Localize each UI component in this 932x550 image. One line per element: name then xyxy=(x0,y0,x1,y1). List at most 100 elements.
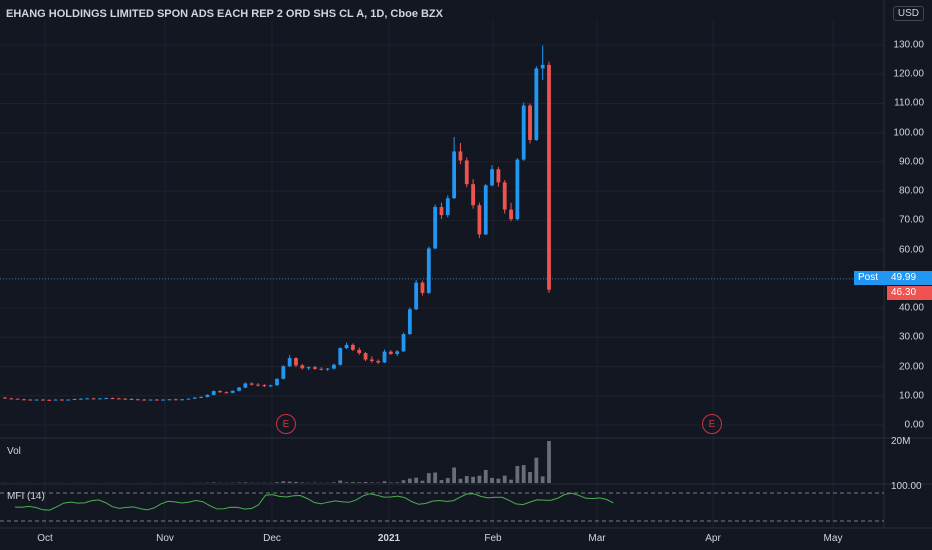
volume-bar xyxy=(547,441,551,483)
volume-bar xyxy=(395,482,400,483)
volume-bar xyxy=(363,481,368,483)
volume-bar xyxy=(490,477,494,483)
volume-bar xyxy=(445,478,450,483)
time-axis-label: Feb xyxy=(484,533,502,544)
volume-bar xyxy=(338,480,343,483)
candle xyxy=(262,385,267,387)
candle xyxy=(351,344,355,350)
currency-button[interactable]: USD xyxy=(892,6,924,21)
candle xyxy=(294,358,298,366)
volume-bar xyxy=(426,473,431,483)
symbol-title[interactable]: EHANG HOLDINGS LIMITED SPON ADS EACH REP… xyxy=(6,8,443,20)
time-axis-label: Apr xyxy=(705,533,721,544)
candle xyxy=(439,206,444,216)
volume-bar xyxy=(509,479,513,483)
post-label: Post xyxy=(858,272,879,283)
volume-bar xyxy=(369,482,374,483)
candle xyxy=(528,105,532,140)
candle xyxy=(344,344,349,349)
candle xyxy=(104,398,109,400)
candle xyxy=(338,348,343,365)
candle xyxy=(72,398,77,400)
candle xyxy=(313,367,317,369)
volume-label[interactable]: Vol xyxy=(7,446,21,457)
candle xyxy=(534,68,539,140)
price-axis-label: 80.00 xyxy=(898,185,924,197)
candle xyxy=(547,64,551,290)
volume-bar xyxy=(351,482,355,483)
candle xyxy=(34,399,39,401)
candle xyxy=(287,358,292,367)
post-market-price-tag: Post xyxy=(854,271,888,285)
candle xyxy=(281,366,286,379)
candle xyxy=(433,206,438,249)
candle xyxy=(376,360,381,363)
candle xyxy=(91,398,96,400)
candle xyxy=(483,185,488,235)
candle xyxy=(3,397,7,399)
candle xyxy=(161,399,166,401)
candle xyxy=(509,209,513,220)
candle xyxy=(420,282,425,293)
volume-bar xyxy=(281,481,286,483)
earnings-marker-icon[interactable]: E xyxy=(276,414,296,434)
volume-bar xyxy=(294,481,298,483)
volume-bar xyxy=(464,476,469,483)
price-axis-label: 40.00 xyxy=(898,302,924,314)
earnings-marker-icon[interactable]: E xyxy=(702,414,722,434)
mfi-axis-label: 100.00 xyxy=(891,481,922,492)
post-value: 49.99 xyxy=(891,272,917,283)
time-axis-label: 2021 xyxy=(377,533,401,544)
volume-bar xyxy=(452,467,457,483)
candle xyxy=(325,368,330,370)
time-axis-label: May xyxy=(823,533,843,544)
volume-axis-label: 20M xyxy=(891,436,911,447)
volume-bar xyxy=(528,472,532,483)
price-axis-label: 0.00 xyxy=(904,419,924,431)
time-axis-label: Dec xyxy=(263,533,281,544)
price-axis-label: 30.00 xyxy=(898,331,924,343)
candle xyxy=(135,399,140,401)
candle xyxy=(218,391,222,393)
candle xyxy=(28,399,33,401)
time-axis-label: Mar xyxy=(588,533,606,544)
price-axis-label: 20.00 xyxy=(898,361,924,373)
candle xyxy=(464,160,469,185)
price-axis-label: 110.00 xyxy=(894,97,924,109)
candle xyxy=(496,169,501,183)
price-axis-label: 130.00 xyxy=(893,39,924,51)
candle xyxy=(9,398,14,400)
candle xyxy=(79,398,83,400)
candle xyxy=(66,399,71,401)
volume-bar xyxy=(496,478,501,483)
volume-bar xyxy=(534,457,539,483)
volume-bar xyxy=(243,482,248,483)
candle xyxy=(268,385,273,387)
candle xyxy=(154,399,159,401)
mfi-label[interactable]: MFI (14) xyxy=(7,491,45,502)
price-axis-label: 100.00 xyxy=(893,127,924,139)
volume-bar xyxy=(414,477,419,483)
candle xyxy=(110,398,115,400)
candle xyxy=(142,399,147,401)
time-axis-label: Nov xyxy=(156,533,174,544)
volume-bar xyxy=(433,472,438,483)
candle xyxy=(300,365,305,369)
candle xyxy=(502,182,507,210)
volume-bar xyxy=(275,482,279,483)
volume-bar xyxy=(344,482,349,483)
candle xyxy=(180,399,185,401)
candle xyxy=(123,398,128,400)
price-axis-label: 10.00 xyxy=(898,390,924,402)
volume-bar xyxy=(407,478,412,483)
candle xyxy=(243,383,248,388)
volume-bar xyxy=(287,481,292,483)
candle xyxy=(369,359,374,361)
candle xyxy=(47,399,52,401)
candle xyxy=(414,282,419,310)
price-axis-label: 70.00 xyxy=(898,214,924,226)
time-axis-label: Oct xyxy=(37,533,53,544)
candle xyxy=(41,399,45,401)
candle xyxy=(192,397,197,399)
